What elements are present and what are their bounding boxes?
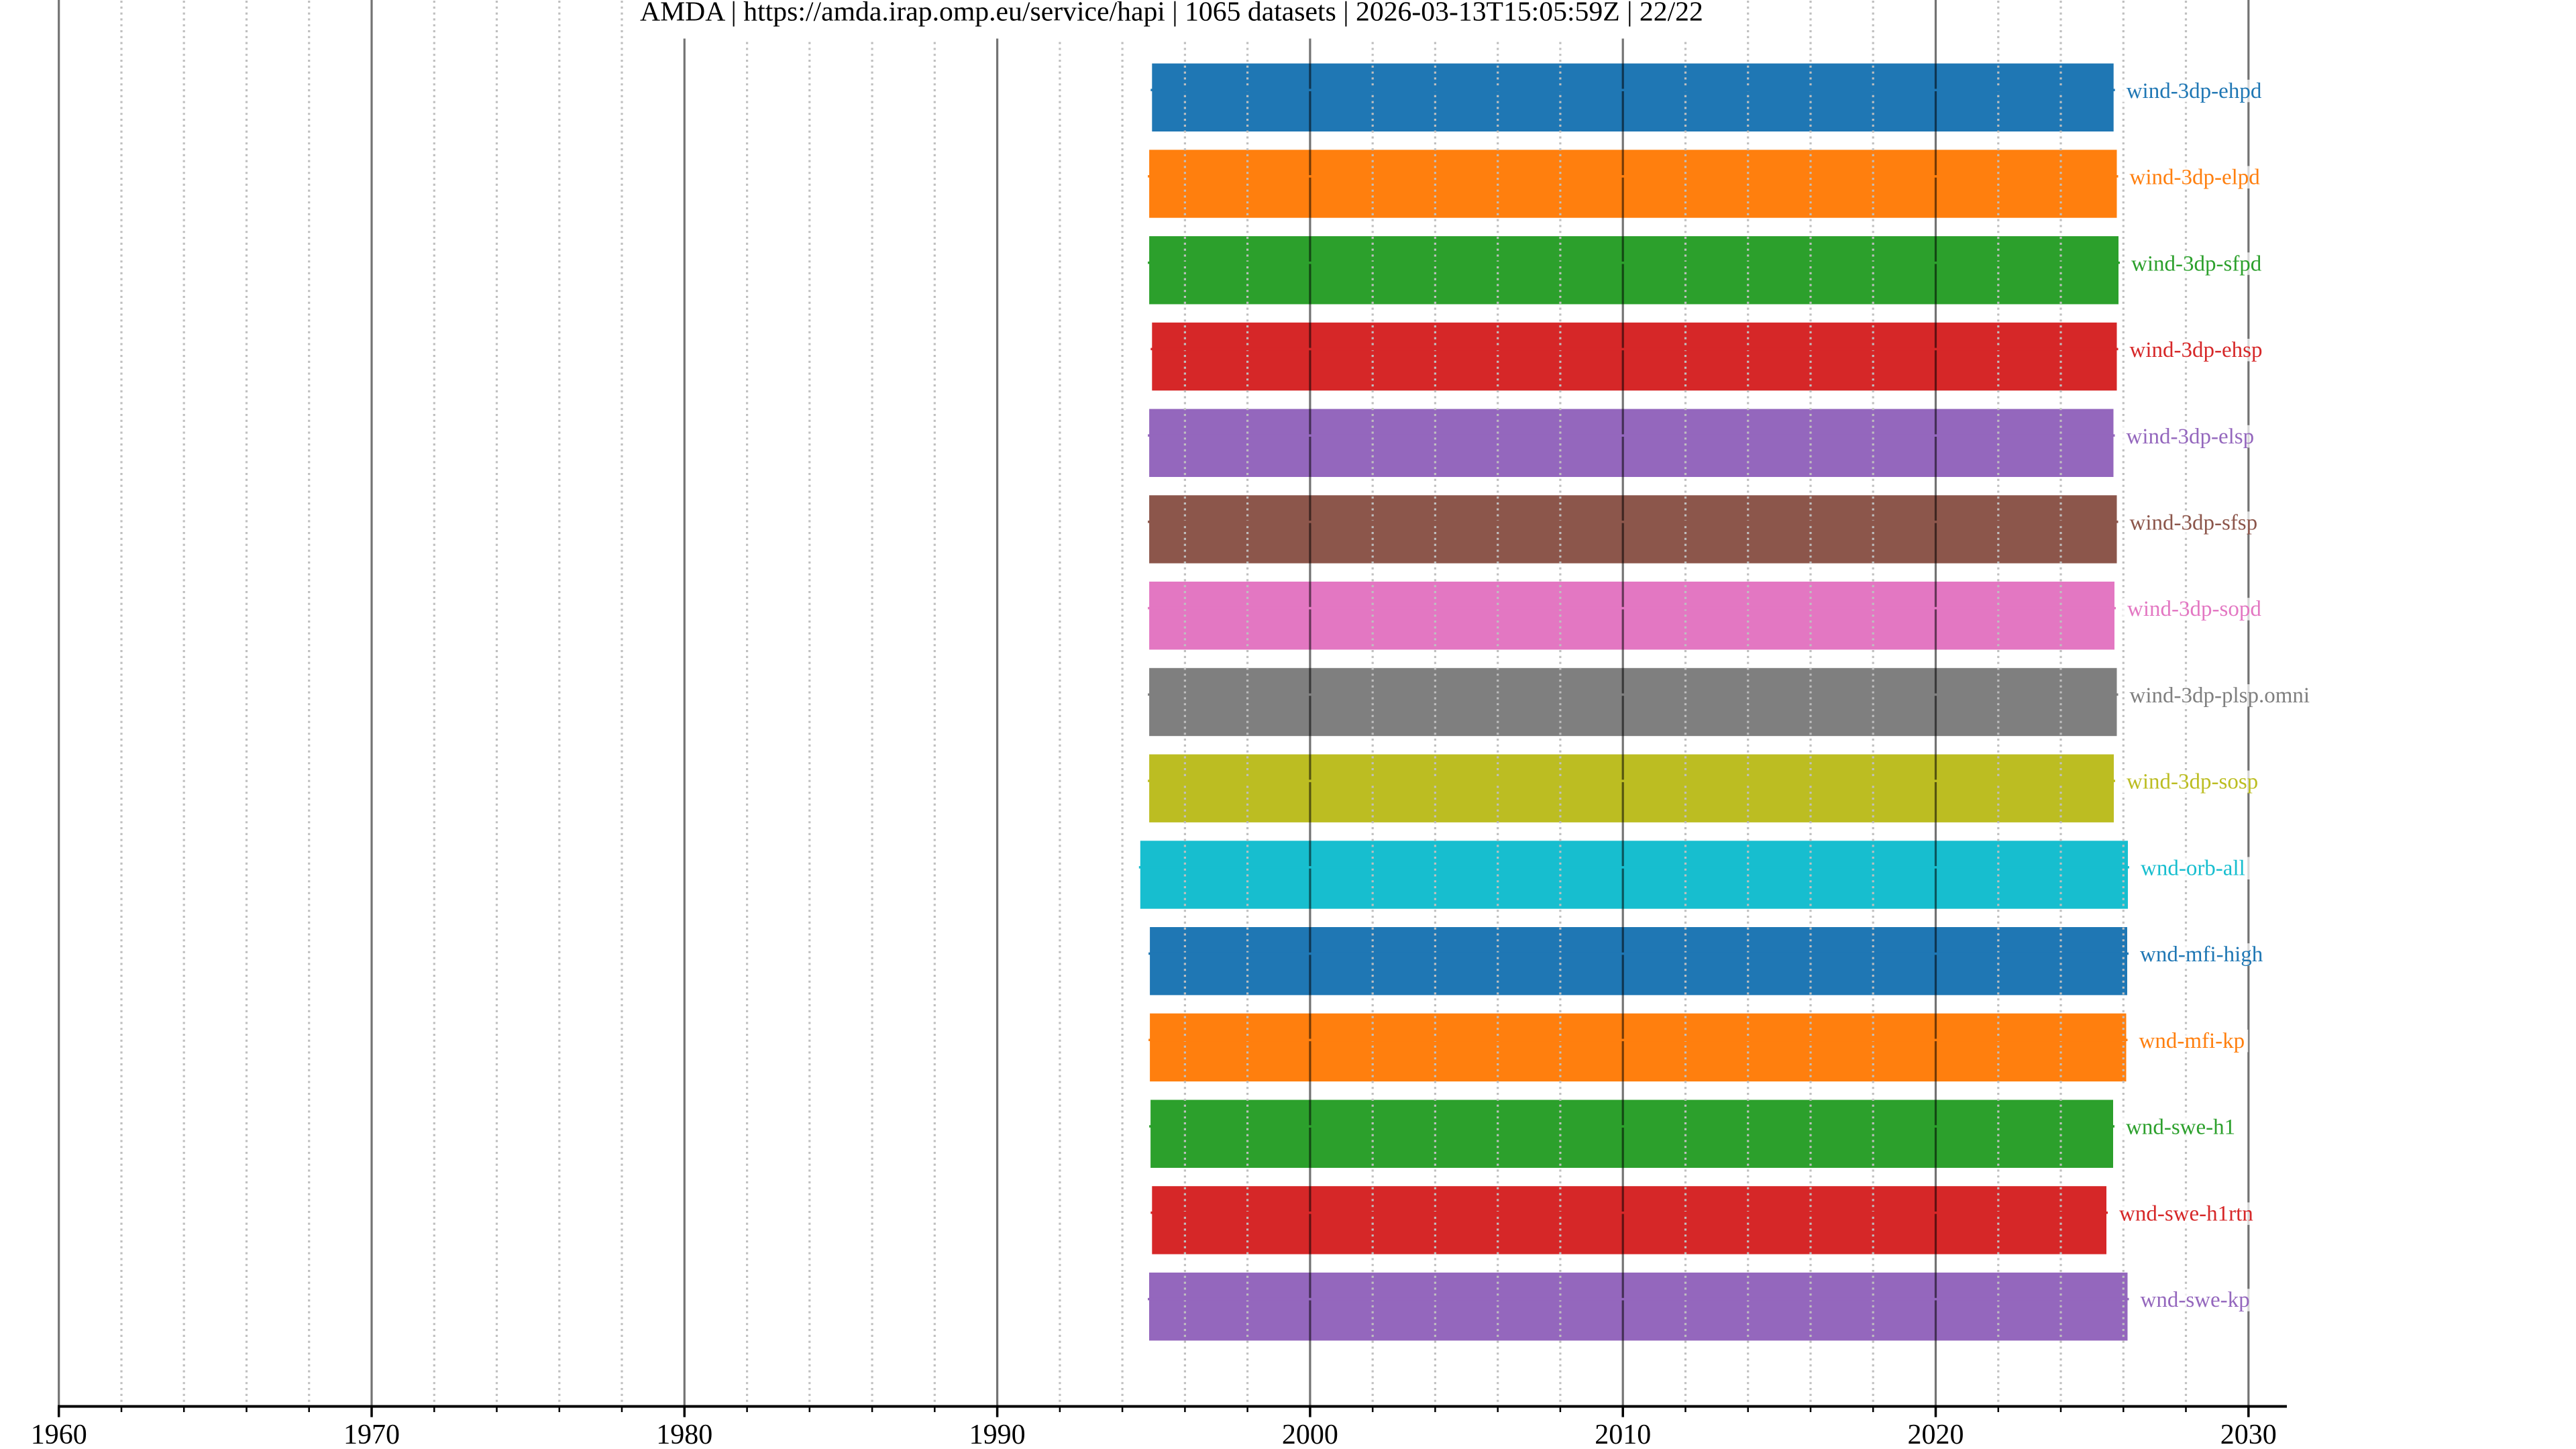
svg-text:1970: 1970 — [343, 1419, 400, 1449]
svg-text:wnd-mfi-kp: wnd-mfi-kp — [2139, 1029, 2245, 1053]
svg-text:wind-3dp-sfsp: wind-3dp-sfsp — [2130, 511, 2258, 535]
svg-text:2000: 2000 — [1282, 1419, 1338, 1449]
svg-text:wind-3dp-elsp: wind-3dp-elsp — [2127, 425, 2255, 449]
svg-text:1960: 1960 — [31, 1419, 87, 1449]
svg-text:wind-3dp-sfpd: wind-3dp-sfpd — [2131, 252, 2262, 276]
svg-text:wind-3dp-plsp.omni: wind-3dp-plsp.omni — [2130, 684, 2310, 708]
svg-text:1990: 1990 — [969, 1419, 1026, 1449]
svg-text:AMDA | https://amda.irap.omp.e: AMDA | https://amda.irap.omp.eu/service/… — [640, 0, 1703, 28]
svg-text:wnd-swe-h1: wnd-swe-h1 — [2126, 1116, 2235, 1140]
svg-text:wind-3dp-ehsp: wind-3dp-ehsp — [2130, 338, 2263, 362]
svg-text:wnd-swe-kp: wnd-swe-kp — [2141, 1288, 2250, 1312]
svg-text:1980: 1980 — [656, 1419, 712, 1449]
svg-text:wind-3dp-sopd: wind-3dp-sopd — [2127, 597, 2261, 621]
svg-text:wind-3dp-sosp: wind-3dp-sosp — [2127, 770, 2258, 794]
svg-text:wnd-swe-h1rtn: wnd-swe-h1rtn — [2119, 1201, 2253, 1226]
svg-text:wnd-mfi-high: wnd-mfi-high — [2140, 943, 2263, 967]
svg-text:wind-3dp-elpd: wind-3dp-elpd — [2130, 166, 2261, 190]
svg-text:2030: 2030 — [2220, 1419, 2277, 1449]
svg-text:wnd-orb-all: wnd-orb-all — [2141, 857, 2245, 881]
svg-text:2010: 2010 — [1595, 1419, 1651, 1449]
svg-text:2020: 2020 — [1908, 1419, 1964, 1449]
svg-text:wind-3dp-ehpd: wind-3dp-ehpd — [2127, 79, 2262, 103]
